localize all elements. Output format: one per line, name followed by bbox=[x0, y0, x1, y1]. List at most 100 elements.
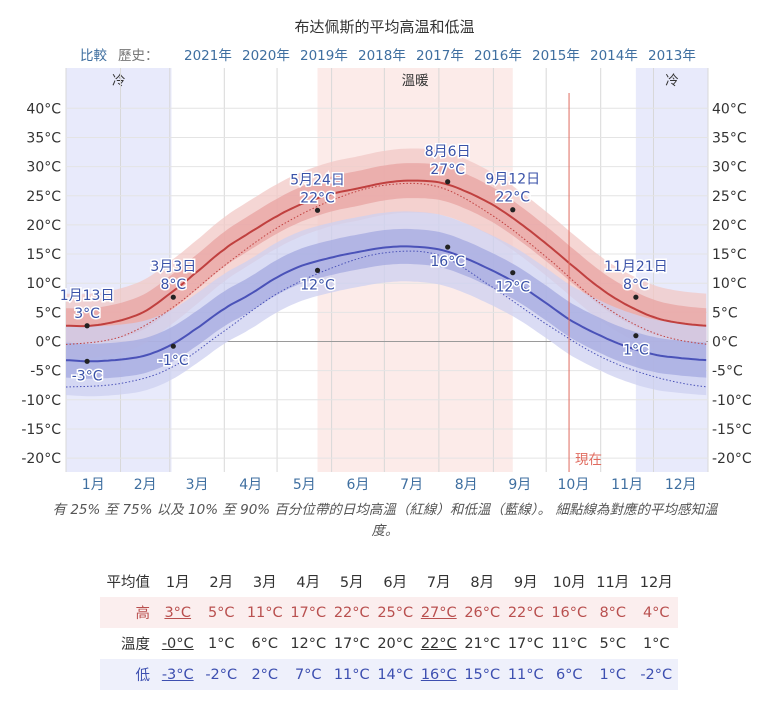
table-cell: 16°C bbox=[547, 597, 591, 628]
month-tick-label: 2月 bbox=[134, 477, 157, 493]
month-tick-label: 11月 bbox=[611, 477, 643, 493]
table-month-header: 2月 bbox=[209, 575, 234, 591]
now-label: 現在 bbox=[575, 452, 602, 468]
table-month-header: 4月 bbox=[296, 575, 321, 591]
table-cell: 1°C bbox=[642, 635, 670, 652]
annotation-date: 3月3日 bbox=[150, 259, 196, 275]
table-cell: 11°C bbox=[551, 635, 588, 652]
annotation-date: 1月13日 bbox=[60, 288, 115, 304]
table-header-row: 平均值 1月 2月 3月 4月 5月 6月 7月 8月 9月 10月 11月 12月 bbox=[100, 566, 678, 597]
table-cell: 17°C bbox=[507, 635, 544, 652]
y-tick-label-right: 15°C bbox=[712, 247, 747, 263]
table-header-label: 平均值 bbox=[106, 575, 151, 591]
annotation-value: 22°C bbox=[300, 190, 335, 206]
annotation-date: 9月12日 bbox=[485, 172, 540, 188]
annotation-dot bbox=[510, 207, 516, 213]
annotation-dot bbox=[170, 294, 176, 300]
table-cell: 21°C bbox=[464, 635, 501, 652]
table-month-header: 10月 bbox=[552, 575, 586, 591]
season-label: 冷 bbox=[665, 73, 679, 89]
y-tick-label-right: -15°C bbox=[712, 422, 752, 438]
year-link-2019[interactable]: 2019年 bbox=[300, 48, 348, 64]
table-cell: 5°C bbox=[599, 635, 627, 652]
history-label: 歷史： bbox=[118, 48, 159, 64]
y-tick-label-left: 5°C bbox=[35, 305, 61, 321]
table-cell: -3°C bbox=[156, 659, 200, 690]
annotation-value: 3°C bbox=[74, 306, 100, 322]
annotation-value: -3°C bbox=[72, 368, 103, 384]
table-cell: 17°C bbox=[286, 597, 330, 628]
annotation-dot bbox=[84, 358, 90, 364]
y-tick-label-left: 30°C bbox=[26, 160, 61, 176]
table-cell: 8°C bbox=[591, 597, 635, 628]
table-cell: -0°C bbox=[161, 635, 194, 652]
table-month-header: 9月 bbox=[513, 575, 538, 591]
annotation-dot bbox=[510, 270, 516, 276]
y-tick-label-right: 35°C bbox=[712, 130, 747, 146]
table-cell: 7°C bbox=[286, 659, 330, 690]
table-cell: 14°C bbox=[373, 659, 417, 690]
y-tick-label-left: 10°C bbox=[26, 276, 61, 292]
table-month-header: 6月 bbox=[383, 575, 408, 591]
y-tick-label-right: 30°C bbox=[712, 160, 747, 176]
year-link-2015[interactable]: 2015年 bbox=[532, 48, 580, 64]
annotation-dot bbox=[633, 333, 639, 339]
annotation-date: 11月21日 bbox=[604, 259, 668, 275]
annotation-value: 22°C bbox=[495, 190, 530, 206]
year-link-2020[interactable]: 2020年 bbox=[242, 48, 290, 64]
compare-link[interactable]: 比較 bbox=[80, 48, 107, 64]
table-cell: 25°C bbox=[373, 597, 417, 628]
season-label: 溫暖 bbox=[402, 73, 429, 89]
month-tick-label: 12月 bbox=[665, 477, 697, 493]
year-link-2013[interactable]: 2013年 bbox=[648, 48, 696, 64]
annotation-value: 16°C bbox=[430, 254, 465, 270]
table-row: 溫度 -0°C 1°C 6°C 12°C 17°C 20°C 22°C 21°C 17°C 11°C… bbox=[100, 628, 678, 659]
table-cell: 1°C bbox=[207, 635, 235, 652]
month-tick-label: 10月 bbox=[558, 477, 590, 493]
season-band bbox=[635, 68, 708, 472]
table-month-header: 7月 bbox=[426, 575, 451, 591]
y-tick-label-left: -20°C bbox=[21, 451, 61, 467]
annotation-value: 12°C bbox=[495, 280, 530, 296]
chart-caption: 有 25% 至 75% 以及 10% 至 90% 百分位帶的日均高溫（紅線）和低… bbox=[52, 502, 718, 539]
table-cell: 22°C bbox=[330, 597, 374, 628]
chart-title: 布达佩斯的平均高温和低温 bbox=[294, 18, 475, 36]
year-link-2018[interactable]: 2018年 bbox=[358, 48, 406, 64]
annotation-value: 8°C bbox=[623, 277, 649, 293]
annotation-dot bbox=[314, 267, 321, 273]
table-cell: 11°C bbox=[243, 597, 287, 628]
year-link-2014[interactable]: 2014年 bbox=[590, 48, 638, 64]
month-tick-label: 9月 bbox=[508, 477, 531, 493]
table-cell: 22°C bbox=[420, 635, 457, 652]
y-tick-label-left: 40°C bbox=[26, 101, 61, 117]
y-tick-label-right: -5°C bbox=[712, 364, 743, 380]
table-row-label: 高 bbox=[100, 597, 156, 628]
monthly-averages-table: 平均值 1月 2月 3月 4月 5月 6月 7月 8月 9月 10月 11月 12月 高 3°C 5°C 1… bbox=[100, 566, 678, 690]
y-tick-label-right: 25°C bbox=[712, 189, 747, 205]
table-cell: 20°C bbox=[377, 635, 414, 652]
month-tick-label: 1月 bbox=[82, 477, 105, 493]
annotation-dot bbox=[170, 343, 176, 349]
compare-bar: 比較 歷史： 2021年 2020年 2019年 2018年 2017年 201… bbox=[0, 44, 769, 64]
table-cell: -2°C bbox=[634, 659, 678, 690]
table-row: 低 -3°C -2°C 2°C 7°C 11°C 14°C 16°C 15°C 11°C 6°C 1°… bbox=[100, 659, 678, 690]
month-tick-label: 6月 bbox=[347, 477, 370, 493]
annotation-dot bbox=[445, 179, 451, 185]
year-link-2016[interactable]: 2016年 bbox=[474, 48, 522, 64]
season-label: 冷 bbox=[112, 73, 126, 89]
table-month-header: 3月 bbox=[252, 575, 277, 591]
table-cell: 15°C bbox=[460, 659, 504, 690]
feels-like-high-line bbox=[65, 182, 707, 345]
month-tick-label: 5月 bbox=[293, 477, 316, 493]
annotation-dot bbox=[314, 207, 321, 213]
annotation-value: 12°C bbox=[300, 277, 335, 293]
y-tick-label-left: 35°C bbox=[26, 130, 61, 146]
month-tick-label: 8月 bbox=[455, 477, 478, 493]
table-month-header: 8月 bbox=[470, 575, 495, 591]
year-link-2017[interactable]: 2017年 bbox=[416, 48, 464, 64]
year-link-2021[interactable]: 2021年 bbox=[184, 48, 232, 64]
annotation-value: -1°C bbox=[158, 353, 189, 369]
annotation-value: 1°C bbox=[623, 343, 649, 359]
annotation-dot bbox=[445, 244, 451, 250]
table-cell: 2°C bbox=[243, 659, 287, 690]
